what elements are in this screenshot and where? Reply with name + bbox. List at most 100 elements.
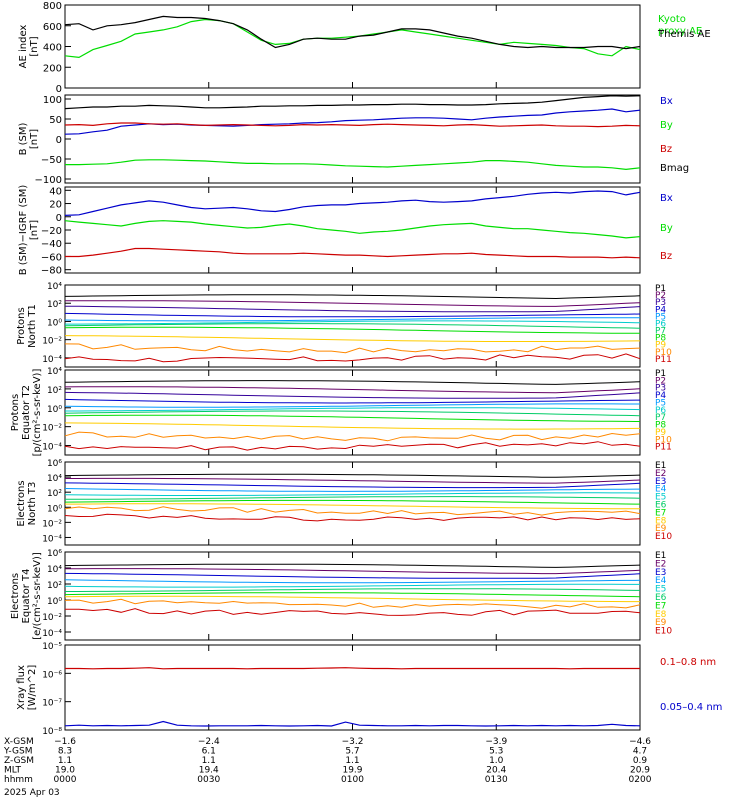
- protons-north-ytick-label: 10⁻²: [42, 337, 62, 347]
- field-residual-frame: [64, 186, 641, 274]
- orbit-value: 8.3: [58, 747, 72, 757]
- magnetic-field-ytick-label: 100: [43, 95, 62, 106]
- xray-flux-ytick-label: 10⁻⁷: [42, 699, 62, 709]
- orbit-value: 1.1: [345, 756, 359, 766]
- electrons-north-legend-e4: E4: [655, 485, 667, 495]
- magnetic-field-legend-0: Bx: [660, 96, 673, 107]
- electrons-north-legend-e3: E3: [655, 477, 666, 487]
- protons-equator-legend-p3: P3: [655, 384, 666, 394]
- electrons-north-ytick-label: 10⁰: [47, 504, 62, 514]
- protons-equator-legend-p8: P8: [655, 421, 666, 431]
- magnetic-field-series-by: [65, 159, 641, 171]
- orbit-value: −3.2: [342, 737, 364, 747]
- electrons-north-legend-e7: E7: [655, 508, 666, 518]
- protons-north-legend-p7: P7: [655, 327, 666, 337]
- magnetic-field-frame: [64, 94, 641, 184]
- protons-north-ytick-label: 10⁰: [47, 318, 62, 328]
- electrons-equator-legend-e5: E5: [655, 585, 666, 595]
- ae-index-legend-0: proxy AE: [658, 26, 702, 37]
- protons-equator-channel-p1: [64, 380, 641, 385]
- protons-north-legend-p9: P9: [655, 341, 666, 351]
- orbit-value: −1.6: [54, 737, 76, 747]
- orbit-value: 1.1: [202, 756, 216, 766]
- protons-equator-ytick-label: 10²: [47, 386, 62, 396]
- protons-north-ylabel-line-1: Protons: [16, 307, 27, 344]
- protons-north-ytick-label: 10⁴: [47, 282, 62, 292]
- ae-index-frame: [64, 4, 641, 89]
- orbit-value: 20.9: [630, 766, 650, 776]
- xray-flux-series-0: [65, 667, 640, 670]
- electrons-equator-legend-e8: E8: [655, 610, 667, 620]
- protons-equator-channel-p5: [64, 403, 640, 408]
- electrons-north-channel-e9: [64, 506, 641, 516]
- ae-index-series-kyoto-proxy-ae: [64, 18, 641, 59]
- protons-north-frame: [64, 284, 641, 368]
- protons-north-channel-p5: [64, 317, 640, 322]
- protons-north-channel-p10: [64, 343, 641, 354]
- electrons-north-channel-e3: [64, 482, 641, 489]
- field-residual-ylabel-line-1: B (SM)−IGRF (SM): [18, 185, 29, 276]
- protons-equator-legend-p10: P10: [655, 435, 672, 445]
- magnetic-field-ylabel-line-1: B (SM): [18, 122, 29, 155]
- electrons-equator-channel-e7: [64, 592, 641, 598]
- field-residual-legend-1: By: [660, 223, 673, 234]
- protons-equator-ylabel-line-2: Equator T2: [21, 385, 32, 440]
- electrons-north-legend-e1: E1: [655, 461, 666, 471]
- protons-north-ytick-label: 10²: [47, 300, 62, 310]
- orbit-value: 5.3: [489, 747, 503, 757]
- ae-index-series-themis-ae: [64, 15, 641, 50]
- magnetic-field-ytick-label: 0: [56, 135, 62, 146]
- electrons-north-ytick-label: 10⁴: [47, 474, 62, 484]
- protons-equator-ytick-label: 10⁴: [47, 367, 62, 377]
- protons-north-legend-p4: P4: [655, 305, 666, 315]
- electrons-equator-legend-e2: E2: [655, 559, 666, 569]
- field-residual-ytick-label: 0: [56, 213, 62, 224]
- ae-index-ytick-label: 400: [43, 43, 62, 54]
- electrons-equator-channel-e9: [64, 598, 641, 609]
- electrons-north-ytick-label: 10⁻²: [42, 519, 62, 529]
- orbit-value: 0.9: [633, 756, 648, 766]
- protons-north-channel-p11: [64, 353, 641, 363]
- field-residual-ytick-label: −60: [41, 252, 62, 263]
- orbit-row-label-hhmm: hhmm: [4, 775, 33, 785]
- electrons-north-channel-e5: [64, 492, 641, 496]
- magnetic-field-ylabel-line-2: [nT]: [29, 129, 40, 149]
- orbit-row-label-mlt: MLT: [4, 766, 22, 776]
- protons-north-channel-p7: [64, 323, 641, 329]
- electrons-equator-channel-e6: [65, 588, 641, 592]
- ae-index-legend-0: Kyoto: [658, 14, 686, 25]
- electrons-north-channel-e8: [65, 503, 641, 510]
- protons-equator-channel-p8: [64, 414, 641, 422]
- field-residual-ytick-label: 20: [49, 200, 62, 211]
- field-residual-ylabel-line-2: [nT]: [29, 220, 40, 240]
- orbit-value: −3.9: [485, 737, 507, 747]
- ae-index-legend-1: Themis AE: [657, 29, 711, 40]
- electrons-north-legend-e8: E8: [655, 516, 667, 526]
- ae-index-ytick-label: 0: [56, 84, 62, 95]
- electrons-equator-ytick-label: 10⁴: [47, 565, 62, 575]
- protons-equator-legend-p1: P1: [655, 369, 666, 379]
- electrons-equator-channel-e3: [64, 572, 641, 579]
- electrons-north-legend-e2: E2: [655, 469, 666, 479]
- orbit-value: −4.6: [629, 737, 651, 747]
- protons-equator-legend-p4: P4: [655, 391, 666, 401]
- electrons-north-channel-e7: [64, 499, 641, 505]
- electrons-north-channel-e4: [64, 488, 641, 492]
- protons-equator-channel-p11: [64, 441, 641, 451]
- electrons-equator-legend-e1: E1: [655, 551, 666, 561]
- field-residual-series-bz: [65, 247, 641, 259]
- electrons-equator-channel-e8: [64, 595, 640, 603]
- xray-flux-ylabel-line-1: Xray flux: [16, 665, 27, 710]
- electrons-equator-channel-e2: [65, 568, 641, 575]
- magnetic-field-series-bmag: [64, 95, 641, 110]
- orbit-value: 19.9: [342, 766, 362, 776]
- orbit-row-label-x-gsm: X-GSM: [4, 737, 34, 747]
- protons-equator-channel-p2: [64, 386, 641, 394]
- field-residual-legend-2: Bz: [660, 251, 672, 262]
- orbit-value: 19.0: [55, 766, 75, 776]
- field-residual-ytick-label: 40: [49, 186, 62, 197]
- field-residual-ytick-label: −80: [41, 266, 62, 277]
- xray-flux-legend-1: 0.05–0.4 nm: [660, 702, 722, 713]
- magnetic-field-ytick-label: −100: [35, 175, 62, 186]
